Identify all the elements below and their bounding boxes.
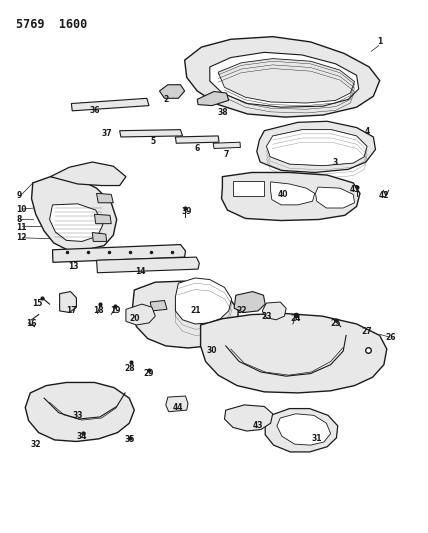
Text: 41: 41 [349,185,360,193]
Text: 13: 13 [68,262,79,271]
Text: 8: 8 [16,215,22,224]
Polygon shape [95,214,111,224]
Polygon shape [201,313,387,393]
Text: 3: 3 [333,158,338,166]
Text: 2: 2 [163,95,168,104]
Polygon shape [25,383,134,441]
Polygon shape [119,130,182,137]
Polygon shape [59,292,77,312]
Text: 6: 6 [195,144,200,154]
Polygon shape [97,193,113,203]
Polygon shape [270,182,315,205]
Polygon shape [166,396,188,411]
Polygon shape [126,304,155,325]
Text: 35: 35 [125,435,135,445]
Text: 37: 37 [102,129,113,138]
Text: 26: 26 [385,333,395,342]
Polygon shape [257,122,375,173]
Text: 42: 42 [379,191,389,200]
Text: 39: 39 [181,207,192,216]
Polygon shape [50,204,103,241]
Text: 43: 43 [253,421,263,430]
Polygon shape [32,176,117,250]
Polygon shape [132,281,238,348]
Polygon shape [97,257,199,273]
Text: 17: 17 [66,306,77,316]
Polygon shape [233,181,265,196]
Polygon shape [218,59,354,103]
Text: 14: 14 [135,267,146,276]
Text: 19: 19 [110,306,121,316]
Text: 5769  1600: 5769 1600 [16,19,87,31]
Polygon shape [160,85,184,98]
Text: 33: 33 [72,411,83,420]
Polygon shape [210,52,359,107]
Text: 12: 12 [16,233,26,243]
Text: 31: 31 [312,434,322,443]
Text: 38: 38 [217,108,228,117]
Polygon shape [222,173,360,221]
Text: 7: 7 [224,150,229,159]
Text: 30: 30 [207,345,217,354]
Text: 4: 4 [365,127,370,136]
Text: 20: 20 [129,314,140,323]
Text: 15: 15 [33,298,43,308]
Text: 40: 40 [278,190,288,199]
Text: 1: 1 [377,37,382,46]
Polygon shape [71,98,149,111]
Polygon shape [150,301,167,311]
Polygon shape [184,37,380,117]
Polygon shape [262,302,286,320]
Text: 5: 5 [151,136,156,146]
Text: 44: 44 [173,403,184,412]
Polygon shape [92,232,107,241]
Polygon shape [175,136,219,143]
Polygon shape [175,278,232,324]
Text: 10: 10 [16,205,26,214]
Polygon shape [51,162,126,185]
Text: 23: 23 [261,312,272,321]
Polygon shape [277,414,330,445]
Text: 29: 29 [144,369,154,378]
Text: 24: 24 [291,314,301,323]
Text: 34: 34 [77,432,87,441]
Text: 9: 9 [16,191,21,200]
Polygon shape [213,142,241,149]
Polygon shape [197,92,229,106]
Text: 25: 25 [330,319,341,328]
Text: 11: 11 [16,223,26,232]
Text: 28: 28 [125,364,135,373]
Polygon shape [315,187,354,208]
Polygon shape [53,245,185,262]
Polygon shape [266,130,367,166]
Text: 32: 32 [30,440,41,449]
Polygon shape [265,409,338,452]
Text: 27: 27 [362,327,372,336]
Polygon shape [224,405,273,431]
Text: 22: 22 [236,306,247,316]
Text: 16: 16 [26,319,37,328]
Text: 18: 18 [93,306,104,316]
Polygon shape [234,292,265,312]
Text: 21: 21 [190,306,200,316]
Text: 36: 36 [89,107,100,115]
